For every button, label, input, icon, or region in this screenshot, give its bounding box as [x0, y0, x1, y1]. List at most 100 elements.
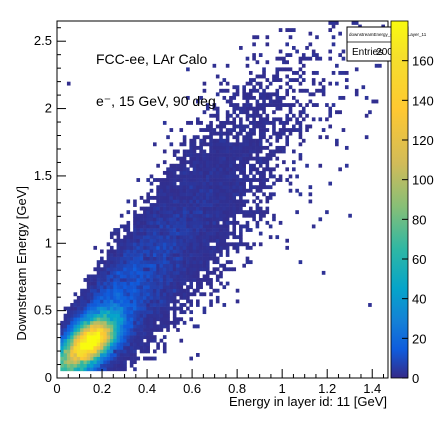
- heatmap-cell: [265, 206, 270, 211]
- heatmap-cell: [292, 160, 296, 165]
- heatmap-cell: [159, 324, 164, 329]
- heatmap-cell: [225, 206, 230, 211]
- heatmap-cell: [143, 278, 147, 282]
- heatmap-cell: [368, 110, 372, 115]
- heatmap-cell: [219, 178, 223, 182]
- heatmap-cell: [189, 317, 194, 322]
- heatmap-cell: [60, 328, 64, 332]
- heatmap-cell: [123, 345, 127, 350]
- heatmap-cell: [166, 256, 170, 261]
- heatmap-cell: [229, 206, 233, 211]
- heatmap-cell: [63, 353, 68, 357]
- heatmap-cell: [73, 335, 78, 340]
- heatmap-cell: [219, 217, 223, 222]
- heatmap-cell: [239, 181, 243, 186]
- heatmap-cell: [60, 331, 64, 336]
- heatmap-cell: [149, 267, 154, 272]
- heatmap-cell: [143, 324, 147, 329]
- heatmap-cell: [182, 263, 187, 268]
- heatmap-cell: [229, 213, 233, 218]
- heatmap-cell: [192, 263, 197, 268]
- heatmap-cell: [133, 263, 137, 268]
- heatmap-cell: [255, 206, 260, 211]
- heatmap-cell: [196, 274, 200, 279]
- heatmap-cell: [225, 178, 230, 182]
- heatmap-cell: [328, 56, 333, 61]
- heatmap-cell: [298, 156, 303, 161]
- heatmap-cell: [166, 178, 170, 182]
- heatmap-cell: [100, 317, 104, 322]
- heatmap-cell: [159, 245, 164, 250]
- heatmap-cell: [209, 128, 213, 132]
- heatmap-cell: [113, 263, 117, 268]
- heatmap-cell: [222, 210, 227, 215]
- heatmap-cell: [262, 156, 266, 161]
- heatmap-cell: [172, 292, 177, 297]
- heatmap-cell: [143, 356, 147, 361]
- heatmap-cell: [186, 249, 190, 254]
- heatmap-cell: [123, 228, 127, 232]
- heatmap-cell: [139, 274, 144, 279]
- heatmap-cell: [199, 292, 203, 297]
- heatmap-cell: [126, 320, 131, 325]
- heatmap-cell: [235, 188, 240, 193]
- heatmap-cell: [189, 206, 194, 211]
- heatmap-cell: [80, 320, 84, 325]
- heatmap-cell: [109, 253, 114, 257]
- heatmap-cell: [275, 99, 280, 104]
- heatmap-cell: [116, 295, 121, 300]
- heatmap-cell: [205, 170, 210, 175]
- heatmap-cell: [255, 142, 260, 147]
- heatmap-cell: [212, 231, 217, 236]
- heatmap-cell: [354, 88, 359, 93]
- heatmap-cell: [192, 217, 197, 222]
- heatmap-cell: [268, 99, 273, 104]
- heatmap-cell: [100, 299, 104, 304]
- heatmap-cell: [156, 188, 160, 193]
- heatmap-cell: [258, 53, 263, 57]
- heatmap-cell: [275, 149, 280, 154]
- heatmap-cell: [119, 363, 124, 368]
- heatmap-cell: [225, 231, 230, 236]
- heatmap-cell: [258, 142, 263, 147]
- heatmap-cell: [149, 285, 154, 290]
- heatmap-cell: [305, 163, 309, 168]
- heatmap-cell: [245, 99, 250, 104]
- heatmap-cell: [86, 288, 91, 293]
- heatmap-cell: [278, 95, 283, 100]
- heatmap-cell: [116, 263, 121, 268]
- heatmap-cell: [189, 138, 194, 143]
- heatmap-cell: [252, 85, 256, 90]
- heatmap-cell: [162, 228, 167, 232]
- heatmap-cell: [215, 145, 220, 150]
- heatmap-cell: [245, 149, 250, 154]
- heatmap-cell: [275, 117, 280, 122]
- heatmap-cell: [222, 188, 227, 193]
- heatmap-cell: [109, 281, 114, 286]
- heatmap-cell: [129, 360, 134, 365]
- heatmap-cell: [100, 342, 104, 347]
- heatmap-cell: [215, 188, 220, 193]
- heatmap-cell: [202, 149, 207, 154]
- heatmap-cell: [149, 356, 154, 361]
- heatmap-cell: [86, 345, 91, 350]
- heatmap-cell: [119, 278, 124, 282]
- heatmap-cell: [129, 303, 134, 307]
- heatmap-cell: [152, 335, 157, 340]
- heatmap-cell: [70, 324, 74, 329]
- heatmap-cell: [225, 99, 230, 104]
- heatmap-cell: [252, 120, 256, 125]
- heatmap-cell: [96, 367, 101, 372]
- heatmap-cell: [136, 299, 141, 304]
- heatmap-cell: [166, 285, 170, 290]
- heatmap-cell: [156, 235, 160, 240]
- heatmap-cell: [229, 131, 233, 136]
- heatmap-cell: [136, 270, 141, 275]
- heatmap-cell: [196, 242, 200, 247]
- heatmap-cell: [212, 178, 217, 182]
- heatmap-cell: [328, 181, 333, 186]
- heatmap-cell: [149, 313, 154, 318]
- heatmap-cell: [146, 217, 150, 222]
- heatmap-cell: [278, 131, 283, 136]
- heatmap-cell: [182, 153, 187, 157]
